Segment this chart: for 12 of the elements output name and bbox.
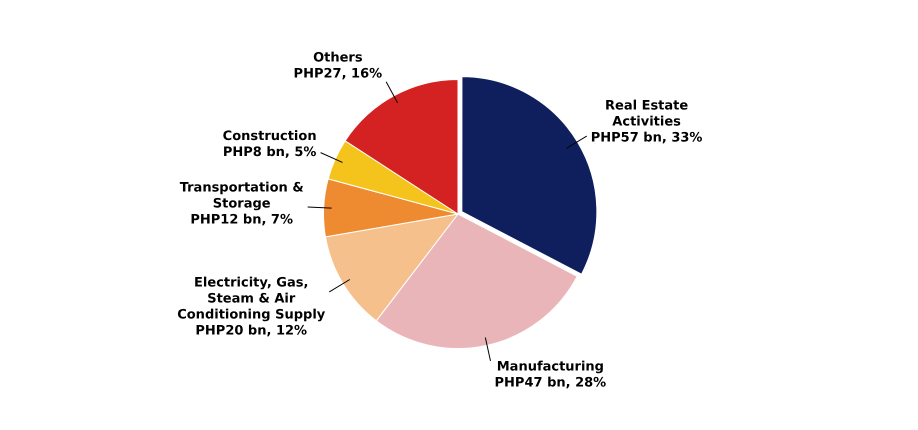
data-label: PHP20 bn, 12% bbox=[195, 323, 308, 338]
slice-label: Real Estate Activities bbox=[604, 98, 688, 130]
data-label: PHP8 bn, 5% bbox=[222, 144, 316, 160]
slice-label: Construction bbox=[222, 128, 317, 144]
data-label: PHP27, 16% bbox=[294, 66, 382, 82]
data-label: PHP47 bn, 28% bbox=[494, 375, 606, 390]
slice-label: Transportation & Storage bbox=[180, 180, 304, 212]
slice-label: Electricity, Gas, Steam & Air Conditioning Supply bbox=[177, 275, 326, 322]
data-label: PHP57 bn, 33% bbox=[590, 130, 702, 146]
slice-label: Others bbox=[313, 50, 363, 66]
slice-label: Manufacturing bbox=[496, 359, 604, 374]
data-label: PHP12 bn, 7% bbox=[190, 212, 294, 228]
